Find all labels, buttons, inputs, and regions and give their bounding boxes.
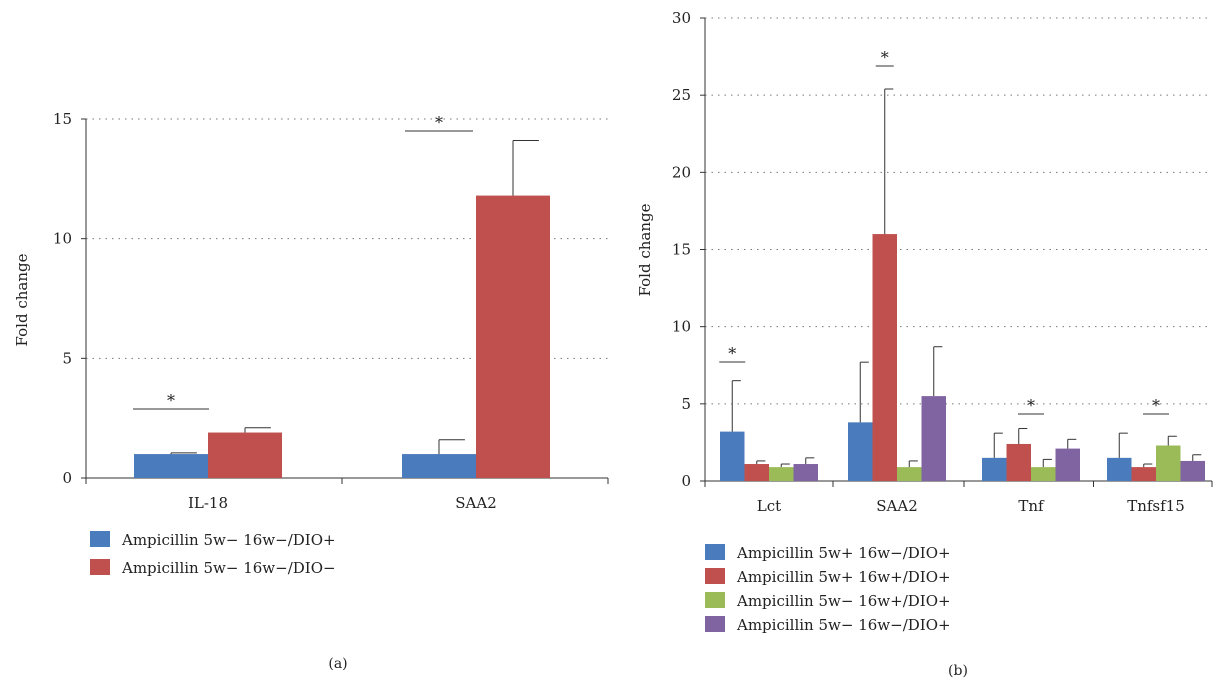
bar (848, 422, 873, 481)
bar (1031, 467, 1056, 481)
bar (1006, 443, 1031, 481)
panel-label: (a) (328, 656, 347, 672)
legend-swatch (705, 544, 725, 560)
bar (1107, 457, 1132, 481)
legend-swatch (705, 592, 725, 608)
significance-star: * (1027, 396, 1035, 415)
significance-star: * (728, 344, 736, 363)
panel-label: (b) (948, 663, 968, 679)
legend-swatch (90, 531, 110, 547)
x-tick-label: Tnf (1018, 497, 1045, 515)
y-tick-label: 30 (672, 9, 691, 27)
y-tick-label: 0 (62, 469, 72, 487)
bar (134, 454, 208, 478)
bar (982, 457, 1007, 481)
bar (769, 467, 794, 481)
bar (476, 195, 550, 478)
legend-entry: Ampicillin 5w− 16w+/DIO+ (736, 592, 951, 610)
x-tick-label: Lct (757, 497, 781, 515)
legend-swatch (90, 559, 110, 575)
legend-swatch (705, 568, 725, 584)
bar (872, 234, 897, 481)
significance-star: * (167, 391, 175, 410)
significance-star: * (435, 113, 443, 132)
legend-entry: Ampicillin 5w− 16w−/DIO+ (736, 616, 951, 634)
bar (720, 431, 745, 481)
y-axis-label: Fold change (13, 253, 31, 346)
y-tick-label: 15 (672, 241, 691, 259)
x-tick-label: SAA2 (455, 494, 496, 512)
chart-panel-a: 0 5 10 15 Fold change IL-18 SAA2 * * Ampicillin 5… (13, 110, 609, 672)
bar (793, 464, 818, 481)
bar (402, 454, 476, 478)
y-tick-label: 0 (681, 472, 691, 490)
y-tick-label: 5 (681, 395, 691, 413)
y-tick-label: 5 (62, 349, 72, 367)
y-tick-label: 20 (672, 163, 691, 181)
legend-entry: Ampicillin 5w− 16w−/DIO+ (121, 531, 336, 549)
bar (208, 432, 282, 478)
significance-star: * (1152, 396, 1160, 415)
y-tick-label: 15 (53, 110, 72, 128)
legend-entry: Ampicillin 5w+ 16w+/DIO+ (736, 568, 951, 586)
x-tick-label: Tnfsf15 (1127, 497, 1185, 515)
bar (1180, 460, 1205, 481)
bar (897, 467, 922, 481)
y-tick-label: 10 (672, 318, 691, 336)
legend-swatch (705, 616, 725, 632)
bar (921, 396, 946, 481)
y-tick-label: 25 (672, 86, 691, 104)
bar (1156, 445, 1181, 481)
legend-entry: Ampicillin 5w+ 16w−/DIO+ (736, 544, 951, 562)
bar (1055, 448, 1080, 481)
legend-entry: Ampicillin 5w− 16w−/DIO− (121, 559, 336, 577)
chart-panel-b: 0 5 10 15 20 25 30 Fold change Lct SAA2 Tnf Tnfsf15… (636, 9, 1213, 679)
bar (744, 464, 769, 481)
x-tick-label: IL-18 (188, 494, 228, 512)
x-tick-label: SAA2 (876, 497, 917, 515)
y-tick-label: 10 (53, 230, 72, 248)
bar (1131, 467, 1156, 481)
y-axis-label: Fold change (636, 203, 654, 296)
significance-star: * (881, 48, 889, 67)
